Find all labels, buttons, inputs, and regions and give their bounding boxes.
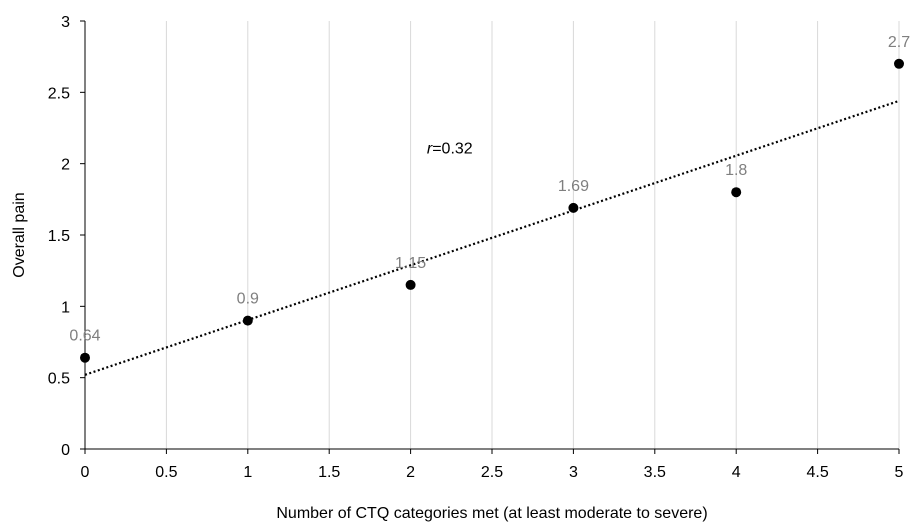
- tick-labels: 0 0.5 1 1.5 2 2.5 3 0 0.5 1 1.5 2 2.5 3 3.5 4 4.5 5: [48, 14, 904, 481]
- data-point: [894, 58, 904, 69]
- y-tick-label: 0.5: [48, 371, 70, 388]
- x-tick-label: 4: [732, 464, 741, 481]
- x-tick-label: 5: [895, 464, 904, 481]
- y-tick-label: 1: [61, 299, 70, 316]
- data-label: 0.64: [69, 328, 100, 345]
- grid: [165, 21, 900, 449]
- data-point: [80, 352, 90, 363]
- data-label: 0.9: [237, 291, 259, 308]
- data-label: 1.8: [725, 162, 747, 179]
- x-axis-title: Number of CTQ categories met (at least m…: [276, 505, 707, 522]
- annotation-r: r: [427, 141, 433, 158]
- data-label: 2.7: [888, 34, 910, 51]
- trendline: [84, 99, 900, 376]
- data-point: [242, 315, 253, 326]
- data-labels: 0.64 0.9 1.15 1.69 1.8 2.7: [69, 34, 910, 345]
- data-point: [405, 279, 416, 290]
- x-tick-label: 3.5: [644, 464, 666, 481]
- data-point: [731, 187, 742, 198]
- axes: [80, 20, 900, 454]
- annotation-value: =0.32: [432, 141, 473, 158]
- x-tick-label: 1.5: [318, 464, 340, 481]
- x-tick-label: 2.5: [481, 464, 503, 481]
- y-tick-label: 3: [61, 14, 70, 31]
- x-tick-label: 0: [81, 464, 90, 481]
- points-layer: [80, 58, 904, 363]
- data-label: 1.15: [395, 255, 426, 272]
- x-tick-label: 2: [406, 464, 415, 481]
- y-tick-label: 2.5: [48, 85, 70, 102]
- x-tick-label: 3: [569, 464, 578, 481]
- y-tick-label: 0: [61, 442, 70, 459]
- y-axis-title: Overall pain: [11, 192, 28, 277]
- x-tick-label: 4.5: [806, 464, 828, 481]
- data-label: 1.69: [558, 178, 589, 195]
- trendline-layer: [84, 99, 900, 376]
- data-point: [568, 202, 579, 213]
- x-tick-label: 0.5: [155, 464, 177, 481]
- correlation-annotation: r=0.32: [427, 141, 473, 158]
- y-tick-label: 1.5: [48, 228, 70, 245]
- y-tick-label: 2: [61, 157, 70, 174]
- x-tick-label: 1: [243, 464, 252, 481]
